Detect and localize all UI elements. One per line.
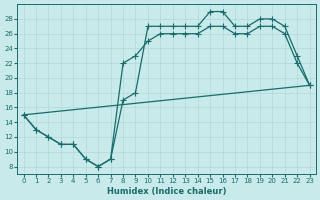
X-axis label: Humidex (Indice chaleur): Humidex (Indice chaleur) — [107, 187, 226, 196]
